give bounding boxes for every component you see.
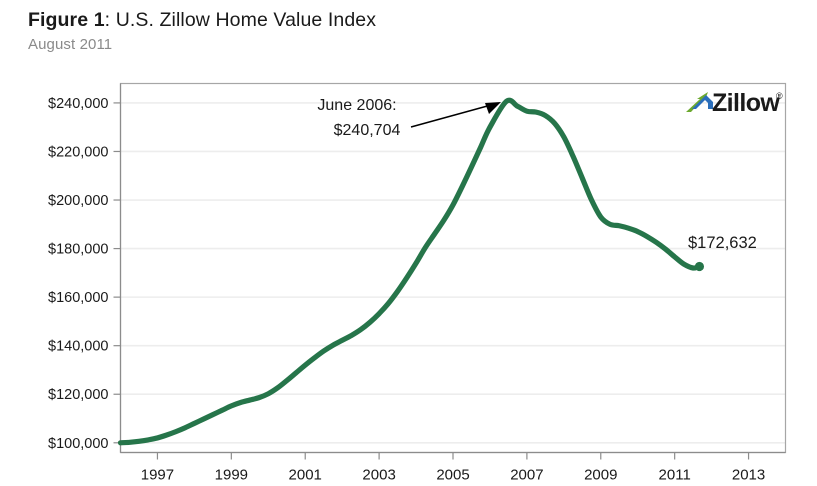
figure-title-text: : U.S. Zillow Home Value Index [104, 9, 377, 31]
peak-annotation: June 2006: $240,704 [317, 97, 501, 139]
x-axis-tick-label: 1997 [141, 467, 174, 484]
peak-annotation-arrowhead [485, 102, 501, 114]
x-axis-tick-label: 2005 [436, 467, 469, 484]
x-axis-tick-label: 1999 [215, 467, 248, 484]
logo-roof-blue [692, 95, 713, 109]
x-axis-ticks [120, 451, 786, 460]
x-axis-tick-label: 2001 [289, 467, 322, 484]
y-axis-tick-label: $200,000 [48, 193, 108, 209]
peak-annotation-arrow-line [410, 104, 492, 128]
zillow-logo: Zillow ® [686, 89, 783, 117]
data-series-line [117, 97, 703, 446]
y-axis-tick-label: $220,000 [48, 144, 108, 160]
y-axis-labels: $100,000 $120,000 $140,000 $160,000 $180,000… [48, 96, 108, 452]
y-axis-tick-label: $140,000 [48, 339, 108, 355]
x-axis-tick-label: 2009 [584, 467, 617, 484]
endpoint-marker [694, 261, 705, 272]
zillow-trademark-symbol: ® [776, 91, 783, 101]
y-axis-tick-label: $120,000 [48, 387, 108, 403]
y-axis-tick-label: $100,000 [48, 436, 108, 452]
y-axis-ticks [113, 83, 122, 453]
logo-swoosh-green [686, 92, 708, 112]
peak-annotation-line1: June 2006: [317, 97, 396, 114]
zillow-wordmark: Zillow [712, 89, 780, 117]
y-axis-tick-label: $180,000 [48, 242, 108, 258]
figure-number: Figure 1 [28, 9, 105, 31]
y-axis-tick-label: $240,000 [48, 96, 108, 112]
x-axis-tick-label: 2013 [732, 467, 765, 484]
endpoint-value-label: $172,632 [688, 234, 757, 252]
page-title: Figure 1: U.S. Zillow Home Value Index [28, 8, 728, 32]
x-axis-labels: 1997 1999 2001 2003 2005 2007 2009 2011 2013 [141, 467, 765, 484]
x-axis-tick-label: 2007 [510, 467, 543, 484]
chart-gridlines [120, 102, 786, 444]
y-axis-tick-label: $160,000 [48, 290, 108, 306]
zillow-logo-mark [686, 92, 713, 112]
x-axis-tick-label: 2011 [659, 467, 691, 484]
x-axis-tick-label: 2003 [362, 467, 395, 484]
peak-annotation-line2: $240,704 [334, 122, 401, 139]
figure-header: Figure 1: U.S. Zillow Home Value Index A… [28, 8, 728, 55]
figure-subtitle: August 2011 [28, 36, 113, 53]
